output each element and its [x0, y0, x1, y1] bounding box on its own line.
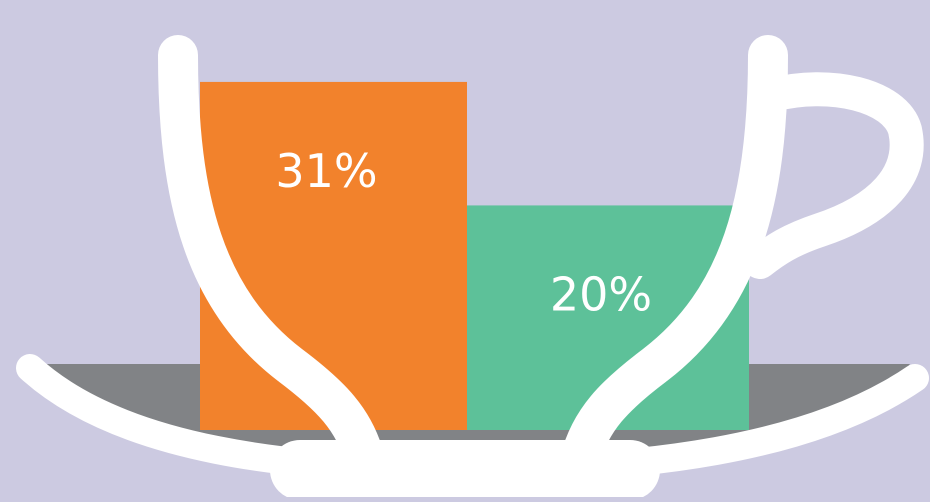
bar-1 — [200, 81, 467, 431]
bar-value-label-1: 31% — [275, 144, 377, 198]
bar-value-label-2: 20% — [550, 267, 652, 321]
teacup-icon — [16, 35, 929, 500]
